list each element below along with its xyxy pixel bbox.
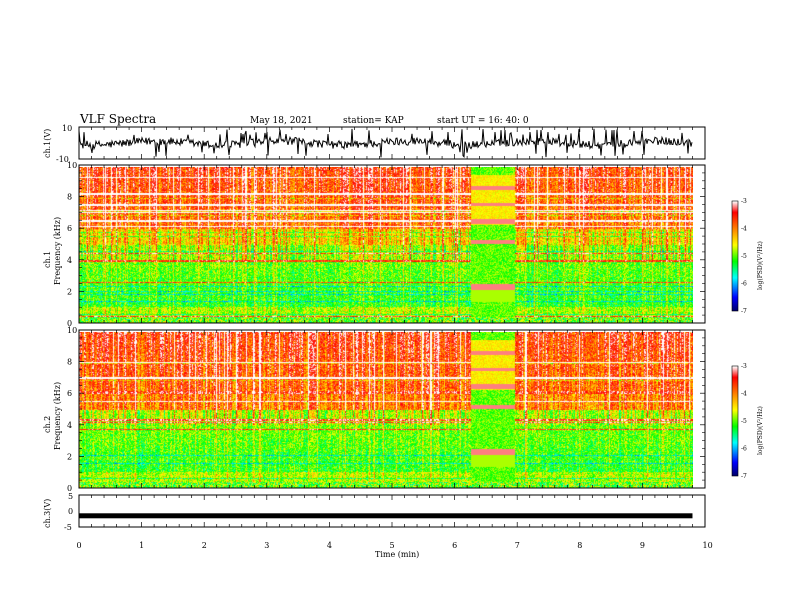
colorbar-tick-label: -4	[741, 226, 747, 233]
ch2-colorbar	[732, 366, 738, 476]
y-tick-label: 0	[67, 484, 72, 493]
ch2-colorbar-frame	[731, 365, 739, 477]
y-tick-label: 0	[67, 319, 72, 328]
x-tick-label: 0	[77, 541, 82, 550]
x-tick-label: 7	[515, 541, 520, 550]
ch1-ytick-top: 10	[62, 124, 72, 133]
ch1-colorbar-frame	[731, 200, 739, 312]
time-axis-tick-labels: 0 1 2 3 4 5 6 7 8 9 10	[77, 541, 713, 550]
ch1-waveform-ticks	[78, 127, 706, 159]
ch3-xticks	[78, 495, 706, 527]
ch3-ylabel: ch.3(V)	[43, 499, 52, 528]
colorbar-tick-label: -6	[741, 446, 747, 453]
x-tick-label: 10	[703, 541, 713, 550]
colorbar-tick-label: -5	[741, 253, 747, 260]
ch1-ytick-bottom: -10	[56, 155, 69, 164]
ch1-colorbar-ticks: -3 -4 -5 -6 -7	[741, 198, 747, 315]
ch3-ytick-mid: 0	[68, 507, 73, 516]
ch1-spectrogram-image	[79, 167, 693, 323]
time-axis-label: Time (min)	[375, 550, 419, 559]
y-tick-label: 8	[67, 358, 72, 367]
x-tick-label: 9	[640, 541, 645, 550]
colorbar-tick-label: -3	[741, 363, 747, 370]
ch2-colorbar-ticks: -3 -4 -5 -6 -7	[741, 363, 747, 480]
ch1-waveform-panel: 10 -10 ch.1(V)	[43, 124, 706, 164]
ch1-waveform-line	[78, 128, 693, 159]
colorbar-tick-label: -4	[741, 391, 747, 398]
ch1-spectrogram-ylabel-frequency: Frequency (kHz)	[53, 217, 62, 285]
ch3-signal-line	[79, 513, 693, 519]
x-tick-label: 2	[202, 541, 207, 550]
y-tick-label: 2	[67, 452, 72, 461]
y-tick-label: 8	[67, 193, 72, 202]
x-tick-label: 8	[577, 541, 582, 550]
colorbar-tick-label: -5	[741, 418, 747, 425]
ch1-colorbar-label: log(PSD)(V²/Hz)	[757, 241, 764, 290]
y-tick-label: 6	[67, 389, 72, 398]
colorbar-tick-label: -7	[741, 308, 747, 315]
y-tick-label: 6	[67, 224, 72, 233]
ch3-ytick-bottom: -5	[64, 523, 72, 532]
y-tick-label: 2	[67, 287, 72, 296]
y-tick-label: 4	[67, 421, 72, 430]
figure-title: VLF Spectra	[79, 112, 156, 126]
ch1-spectrogram-ylabel-channel: ch.1	[43, 251, 52, 268]
x-tick-label: 5	[390, 541, 395, 550]
x-tick-label: 1	[139, 541, 144, 550]
station-label: station= KAP	[343, 116, 404, 126]
ch2-spectrogram-ylabel-frequency: Frequency (kHz)	[53, 382, 62, 450]
ch1-spectrogram-yticks: 0 2 4 6 8 10	[67, 161, 705, 328]
ch1-ylabel: ch.1(V)	[43, 129, 52, 158]
ch3-panel: 5 0 -5 ch.3(V)	[43, 492, 706, 532]
colorbar-tick-label: -6	[741, 281, 747, 288]
ch2-spectrogram-yticks: 0 2 4 6 8 10	[67, 326, 705, 493]
y-tick-label: 10	[67, 326, 77, 335]
ch2-colorbar-label: log(PSD)(V²/Hz)	[757, 406, 764, 455]
ch1-colorbar	[732, 201, 738, 311]
ch2-spectrogram-image	[79, 332, 693, 488]
ch2-spectrogram-ylabel-channel: ch.2	[43, 416, 52, 433]
ch1-spectrogram-xticks	[78, 165, 706, 323]
start-time-label: start UT = 16: 40: 0	[437, 116, 529, 126]
date-label: May 18, 2021	[250, 116, 313, 126]
x-tick-label: 6	[452, 541, 457, 550]
x-tick-label: 3	[264, 541, 269, 550]
ch2-spectrogram-xticks	[78, 330, 706, 488]
x-tick-label: 4	[327, 541, 332, 550]
y-tick-label: 10	[67, 161, 77, 170]
colorbar-tick-label: -3	[741, 198, 747, 205]
y-tick-label: 4	[67, 256, 72, 265]
ch3-ytick-top: 5	[68, 492, 73, 501]
colorbar-tick-label: -7	[741, 473, 747, 480]
